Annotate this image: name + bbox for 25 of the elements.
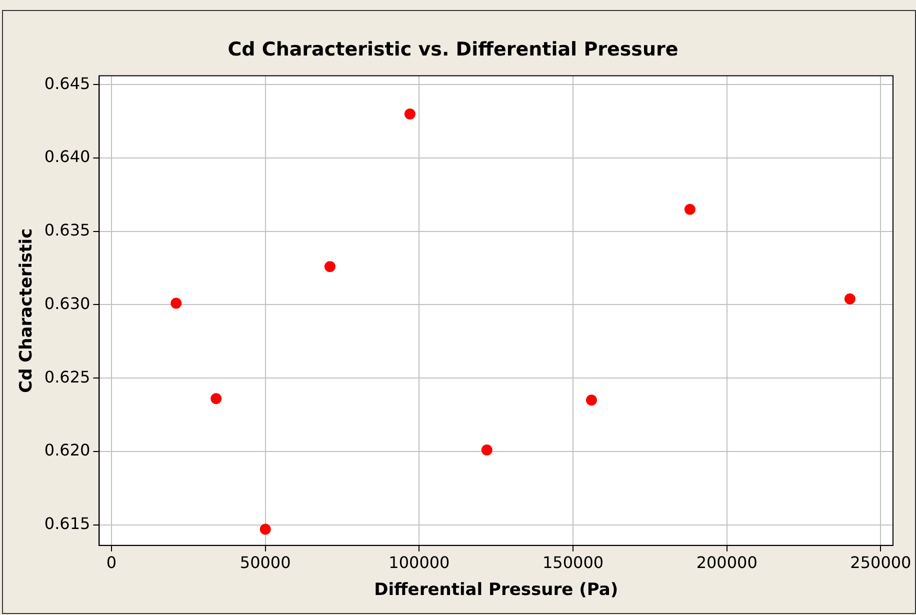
y-tick-label: 0.640 xyxy=(44,147,90,166)
x-tick-label: 0 xyxy=(106,553,117,572)
x-axis-title: Differential Pressure (Pa) xyxy=(374,580,618,600)
y-axis-title: Cd Characteristic xyxy=(16,228,37,393)
point xyxy=(481,444,492,456)
point xyxy=(404,108,416,120)
x-tick-label: 250000 xyxy=(850,553,912,572)
x-tick-label: 100000 xyxy=(388,553,450,572)
point xyxy=(324,261,336,272)
y-tick-label: 0.625 xyxy=(44,367,90,386)
point xyxy=(844,293,856,304)
y-tick-label: 0.615 xyxy=(44,514,90,534)
point xyxy=(210,393,222,404)
point xyxy=(684,204,696,215)
point xyxy=(170,298,182,309)
y-tick-label: 0.620 xyxy=(44,440,90,460)
y-tick-label: 0.645 xyxy=(44,74,90,93)
x-tick-label: 150000 xyxy=(542,553,604,572)
y-tick-label: 0.635 xyxy=(44,220,90,240)
x-tick-label: 50000 xyxy=(240,553,291,572)
chart-title: Cd Characteristic vs. Differential Pressure xyxy=(228,38,678,60)
x-tick-label: 200000 xyxy=(696,553,758,572)
point xyxy=(260,524,271,535)
point xyxy=(586,394,597,406)
y-tick-label: 0.630 xyxy=(44,294,90,313)
